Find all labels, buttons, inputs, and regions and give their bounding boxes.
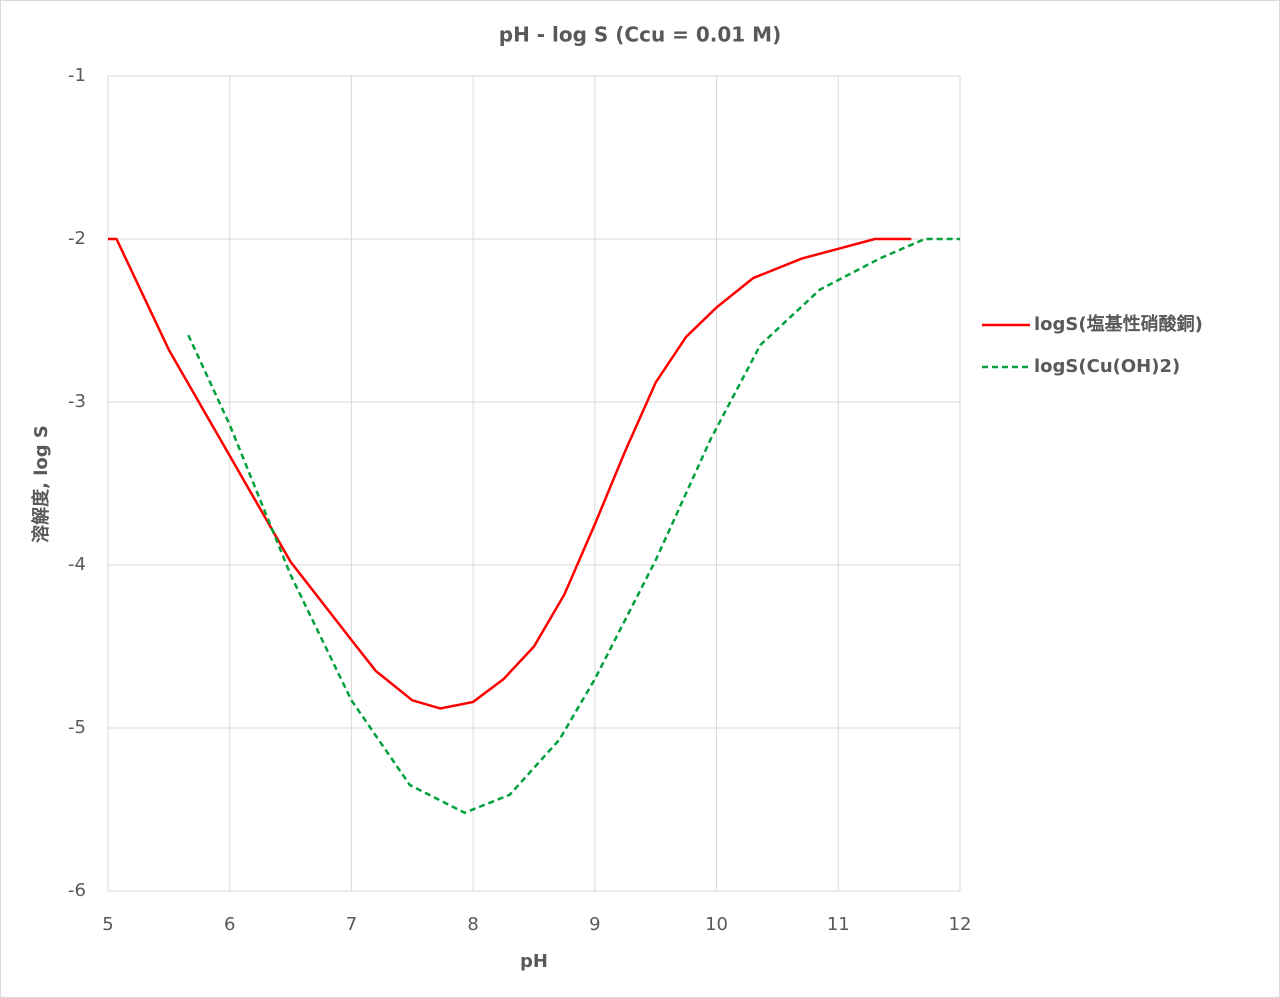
x-axis-label: pH xyxy=(520,951,548,972)
legend-label: logS(塩基性硝酸銅) xyxy=(1034,313,1203,335)
x-tick-label: 8 xyxy=(467,914,478,935)
x-tick-label: 9 xyxy=(589,914,600,935)
y-tick-label: -1 xyxy=(68,65,86,86)
y-tick-label: -6 xyxy=(68,880,86,901)
line-series xyxy=(187,237,960,815)
y-tick-label: -4 xyxy=(68,554,86,575)
y-axis-label: 溶解度, log S xyxy=(30,425,52,543)
y-tick-label: -3 xyxy=(68,391,86,412)
x-tick-label: 7 xyxy=(346,914,357,935)
y-tick-label: -5 xyxy=(68,717,86,738)
x-tick-label: 11 xyxy=(827,914,850,935)
line-series xyxy=(108,237,912,710)
legend-label: logS(Cu(OH)2) xyxy=(1034,356,1180,377)
x-tick-label: 10 xyxy=(705,914,728,935)
chart-title: pH - log S (Ccu = 0.01 M) xyxy=(499,23,781,47)
x-tick-label: 12 xyxy=(949,914,972,935)
x-tick-label: 5 xyxy=(102,914,113,935)
y-tick-label: -2 xyxy=(68,228,86,249)
x-tick-label: 6 xyxy=(224,914,235,935)
